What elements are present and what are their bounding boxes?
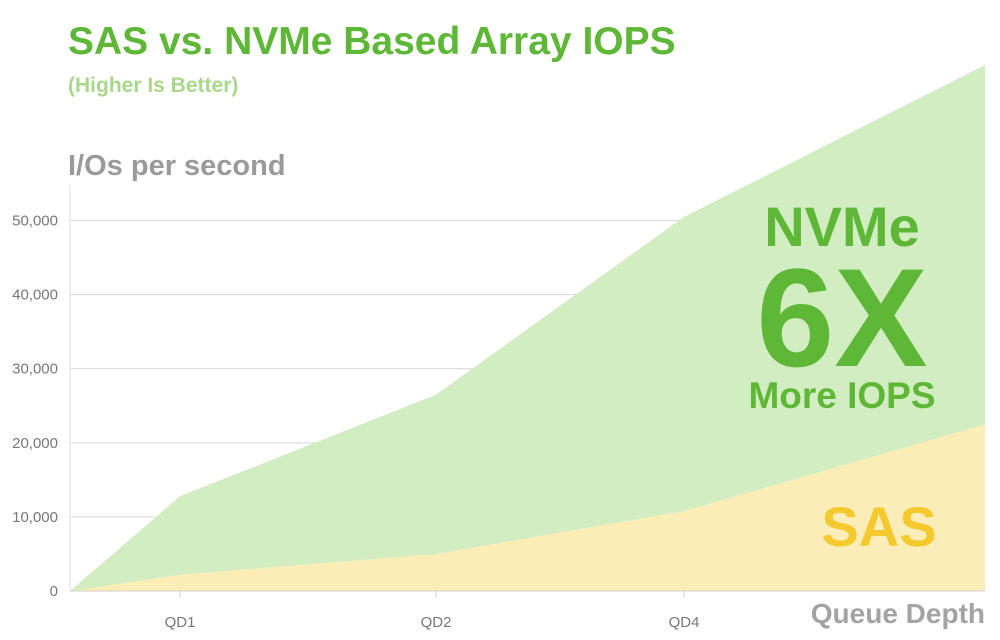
x-axis-ticks: QD1 QD2 QD4 [165, 591, 700, 631]
y-tick-label: 10,000 [12, 509, 58, 526]
chart-title: SAS vs. NVMe Based Array IOPS [68, 20, 676, 63]
y-axis-ticks: 0 10,000 20,000 30,000 40,000 50,000 [12, 213, 58, 600]
y-tick-label: 50,000 [12, 213, 58, 230]
chart-subtitle: (Higher Is Better) [68, 74, 239, 97]
y-tick-label: 30,000 [12, 361, 58, 378]
series-area-sas [70, 424, 985, 591]
x-tick-label: QD2 [421, 614, 452, 631]
nvme-more-iops-annotation: More IOPS [748, 375, 935, 416]
series-area-nvme [70, 65, 985, 591]
y-axis-label: I/Os per second [68, 150, 286, 182]
nvme-annotation: NVMe [764, 195, 920, 258]
nvme-multiplier-annotation: 6X [756, 239, 927, 396]
y-tick-label: 0 [50, 583, 58, 600]
series-areas [70, 65, 985, 592]
sas-annotation: SAS [821, 495, 936, 558]
x-tick-label: QD1 [165, 614, 196, 631]
x-tick-label: QD4 [669, 614, 700, 631]
y-tick-label: 20,000 [12, 435, 58, 452]
y-tick-label: 40,000 [12, 287, 58, 304]
x-axis-label: Queue Depth [811, 598, 985, 629]
